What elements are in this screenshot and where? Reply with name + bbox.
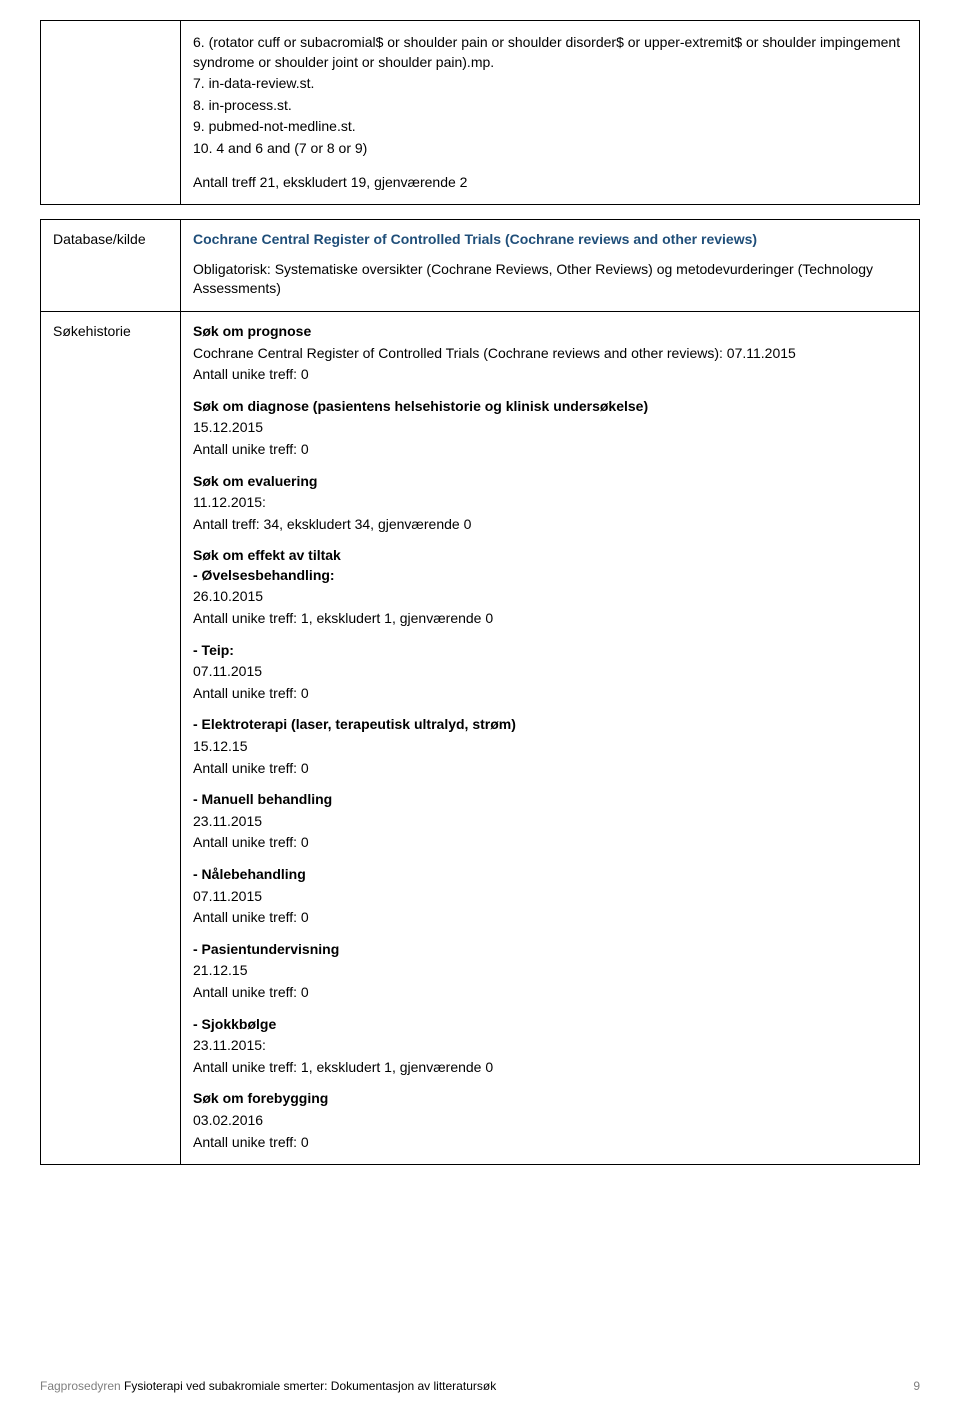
section-line: Antall unike treff: 1, ekskludert 1, gje… xyxy=(193,609,907,629)
section-line: 23.11.2015 xyxy=(193,812,907,832)
section-heading: Søk om effekt av tiltak xyxy=(193,546,907,566)
top-right-cell: 6. (rotator cuff or subacromial$ or shou… xyxy=(181,21,920,205)
section-line: Antall treff: 34, ekskludert 34, gjenvær… xyxy=(193,515,907,535)
top-line: 6. (rotator cuff or subacromial$ or shou… xyxy=(193,33,907,72)
section-line: Antall unike treff: 0 xyxy=(193,759,907,779)
section-heading: Søk om forebygging xyxy=(193,1089,907,1109)
footer-grey-prefix: Fagprosedyren xyxy=(40,1379,124,1393)
main-table: Database/kilde Cochrane Central Register… xyxy=(40,219,920,1165)
top-line: 8. in-process.st. xyxy=(193,96,907,116)
section-line: 15.12.2015 xyxy=(193,418,907,438)
footer-title: Fysioterapi ved subakromiale smerter: Do… xyxy=(124,1379,496,1393)
row2-right-cell: Søk om prognoseCochrane Central Register… xyxy=(181,311,920,1164)
row1-subtext: Obligatorisk: Systematiske oversikter (C… xyxy=(193,260,907,299)
section-line: Antall unike treff: 0 xyxy=(193,365,907,385)
footer-left: Fagprosedyren Fysioterapi ved subakromia… xyxy=(40,1379,496,1393)
top-left-empty xyxy=(41,21,181,205)
section-heading: Søk om prognose xyxy=(193,322,907,342)
section-heading: Søk om evaluering xyxy=(193,472,907,492)
section-line: Antall unike treff: 1, ekskludert 1, gje… xyxy=(193,1058,907,1078)
page-footer: Fagprosedyren Fysioterapi ved subakromia… xyxy=(40,1379,920,1393)
section-heading: - Pasientundervisning xyxy=(193,940,907,960)
section-line: Antall unike treff: 0 xyxy=(193,1133,907,1153)
section-line: 03.02.2016 xyxy=(193,1111,907,1131)
section-line: Antall unike treff: 0 xyxy=(193,983,907,1003)
section-heading: - Manuell behandling xyxy=(193,790,907,810)
top-line: 7. in-data-review.st. xyxy=(193,74,907,94)
section-heading: Søk om diagnose (pasientens helsehistori… xyxy=(193,397,907,417)
top-line: 9. pubmed-not-medline.st. xyxy=(193,117,907,137)
section-line: Antall unike treff: 0 xyxy=(193,833,907,853)
section-line: Antall unike treff: 0 xyxy=(193,908,907,928)
section-heading: - Elektroterapi (laser, terapeutisk ultr… xyxy=(193,715,907,735)
section-heading: - Sjokkbølge xyxy=(193,1015,907,1035)
section-line: 23.11.2015: xyxy=(193,1036,907,1056)
section-line: 26.10.2015 xyxy=(193,587,907,607)
section-heading: - Nålebehandling xyxy=(193,865,907,885)
top-table: 6. (rotator cuff or subacromial$ or shou… xyxy=(40,20,920,205)
section-line: 15.12.15 xyxy=(193,737,907,757)
section-line: 21.12.15 xyxy=(193,961,907,981)
section-line: 07.11.2015 xyxy=(193,662,907,682)
section-heading: - Teip: xyxy=(193,641,907,661)
section-line: Antall unike treff: 0 xyxy=(193,440,907,460)
section-line: Antall unike treff: 0 xyxy=(193,684,907,704)
section-line: Cochrane Central Register of Controlled … xyxy=(193,344,907,364)
section-line: 07.11.2015 xyxy=(193,887,907,907)
section-heading: - Øvelsesbehandling: xyxy=(193,566,907,586)
section-line: 11.12.2015: xyxy=(193,493,907,513)
row1-right-cell: Cochrane Central Register of Controlled … xyxy=(181,220,920,312)
top-line: 10. 4 and 6 and (7 or 8 or 9) xyxy=(193,139,907,159)
row2-left-label: Søkehistorie xyxy=(41,311,181,1164)
row1-left-label: Database/kilde xyxy=(41,220,181,312)
footer-page-number: 9 xyxy=(913,1379,920,1393)
top-result-line: Antall treff 21, ekskludert 19, gjenvære… xyxy=(193,173,907,193)
row1-title: Cochrane Central Register of Controlled … xyxy=(193,230,907,250)
